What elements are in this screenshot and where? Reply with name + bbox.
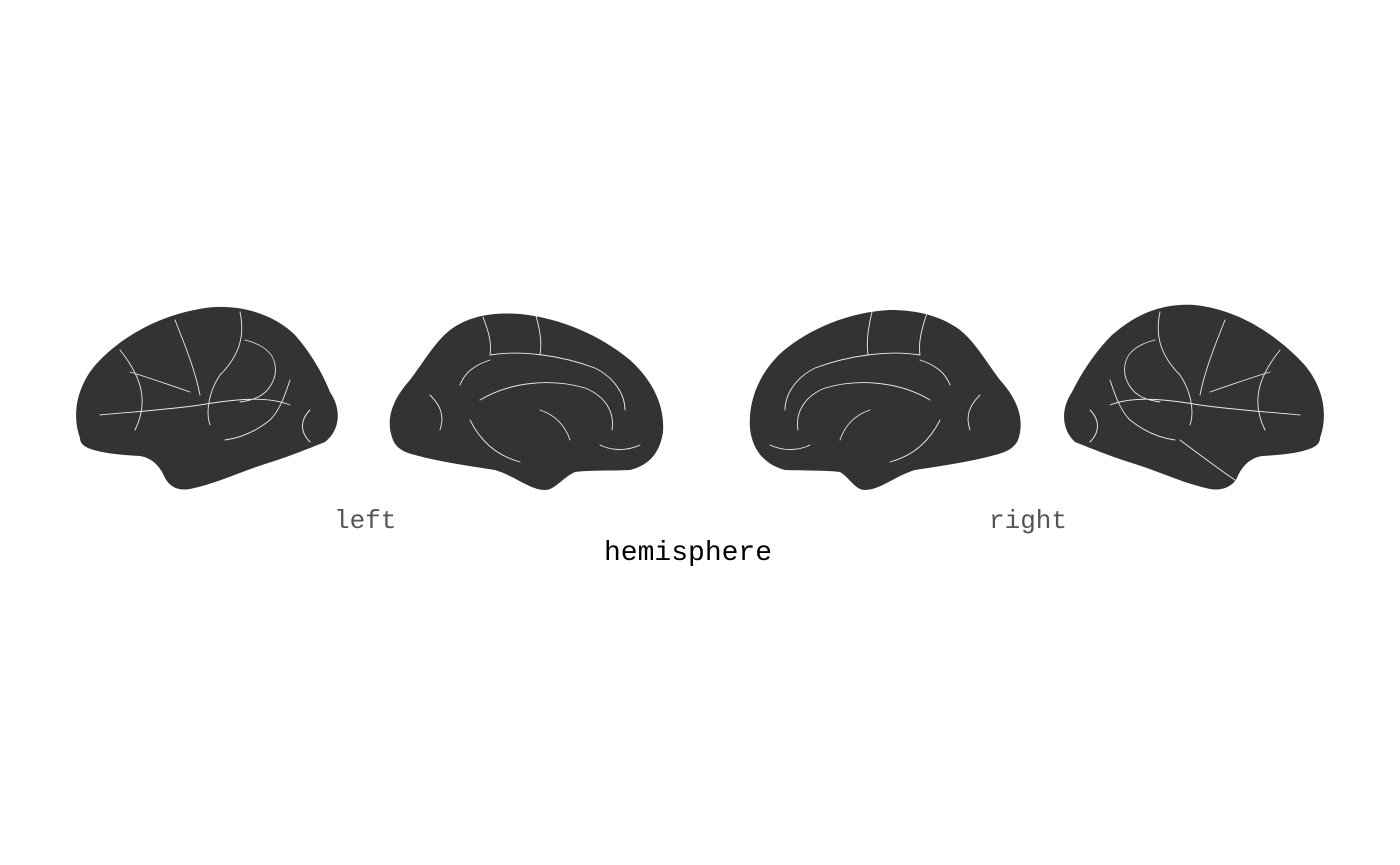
hemisphere-label-right: right xyxy=(989,506,1068,536)
right-lateral-silhouette xyxy=(1064,304,1324,490)
left-medial-region-borders xyxy=(429,315,641,463)
right-medial-brain-view xyxy=(749,310,1021,490)
right-lateral-brain-view xyxy=(1064,304,1324,490)
right-medial-region-borders xyxy=(769,311,981,463)
left-lateral-brain-view xyxy=(76,306,338,490)
left-lateral-region-borders xyxy=(99,311,311,443)
left-medial-brain-view xyxy=(389,313,664,490)
hemisphere-label-left: left xyxy=(334,506,397,536)
left-medial-silhouette xyxy=(389,313,664,490)
left-lateral-silhouette xyxy=(76,306,338,490)
right-medial-silhouette xyxy=(749,310,1021,490)
axis-title: hemisphere xyxy=(604,538,773,569)
right-lateral-region-borders xyxy=(1089,311,1301,481)
